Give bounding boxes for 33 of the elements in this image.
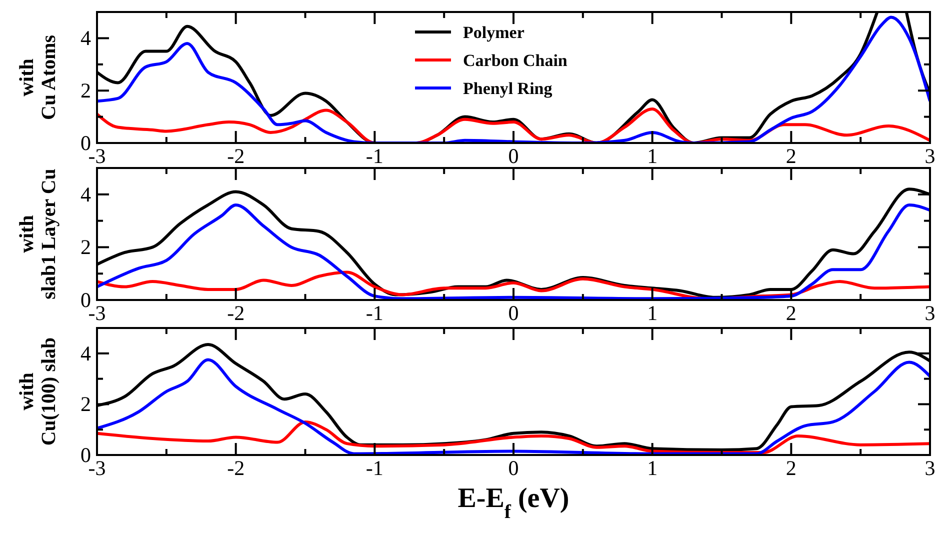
- y-tick-label: 2: [80, 235, 91, 260]
- x-tick-label: 0: [508, 456, 519, 480]
- x-tick-label: 2: [786, 144, 796, 168]
- x-axis-title: E-E$_{f}$ (eV): [458, 483, 570, 522]
- x-tick-label: 0: [508, 301, 519, 325]
- y-axis-title: with slab1 Layer Cu: [16, 168, 60, 300]
- x-tick-label: 3: [924, 144, 936, 168]
- line-series: [97, 358, 930, 455]
- y-tick-label: 2: [80, 392, 91, 416]
- x-tick-label: -1: [366, 301, 384, 325]
- y-tick-label: 2: [80, 78, 91, 103]
- y-axis-title: with Cu Atoms: [16, 34, 60, 120]
- x-tick-label: 0: [508, 144, 519, 168]
- x-tick-label: 1: [647, 301, 658, 325]
- x-tick-label: 2: [786, 456, 796, 480]
- y-axis-title: with Cu(100) slab: [16, 337, 60, 446]
- x-tick-label: -2: [227, 144, 245, 168]
- x-tick-label: -2: [227, 301, 245, 325]
- x-tick-label: -1: [366, 144, 384, 168]
- x-tick-label: -2: [227, 456, 245, 480]
- x-tick-label: 2: [786, 301, 796, 325]
- y-tick-label: 4: [80, 341, 92, 366]
- legend-label: Phenyl Ring: [463, 79, 553, 98]
- legend-label: Carbon Chain: [463, 51, 568, 70]
- x-tick-label: -1: [366, 456, 384, 480]
- y-tick-label: 4: [80, 182, 92, 206]
- x-tick-label: 1: [647, 456, 658, 480]
- x-tick-label: 3: [924, 456, 936, 480]
- line-series: [97, 107, 930, 143]
- legend-label: Polymer: [463, 23, 525, 42]
- x-tick-label: 1: [647, 144, 658, 168]
- y-tick-label: 4: [80, 26, 92, 50]
- x-tick-label: 3: [924, 301, 936, 325]
